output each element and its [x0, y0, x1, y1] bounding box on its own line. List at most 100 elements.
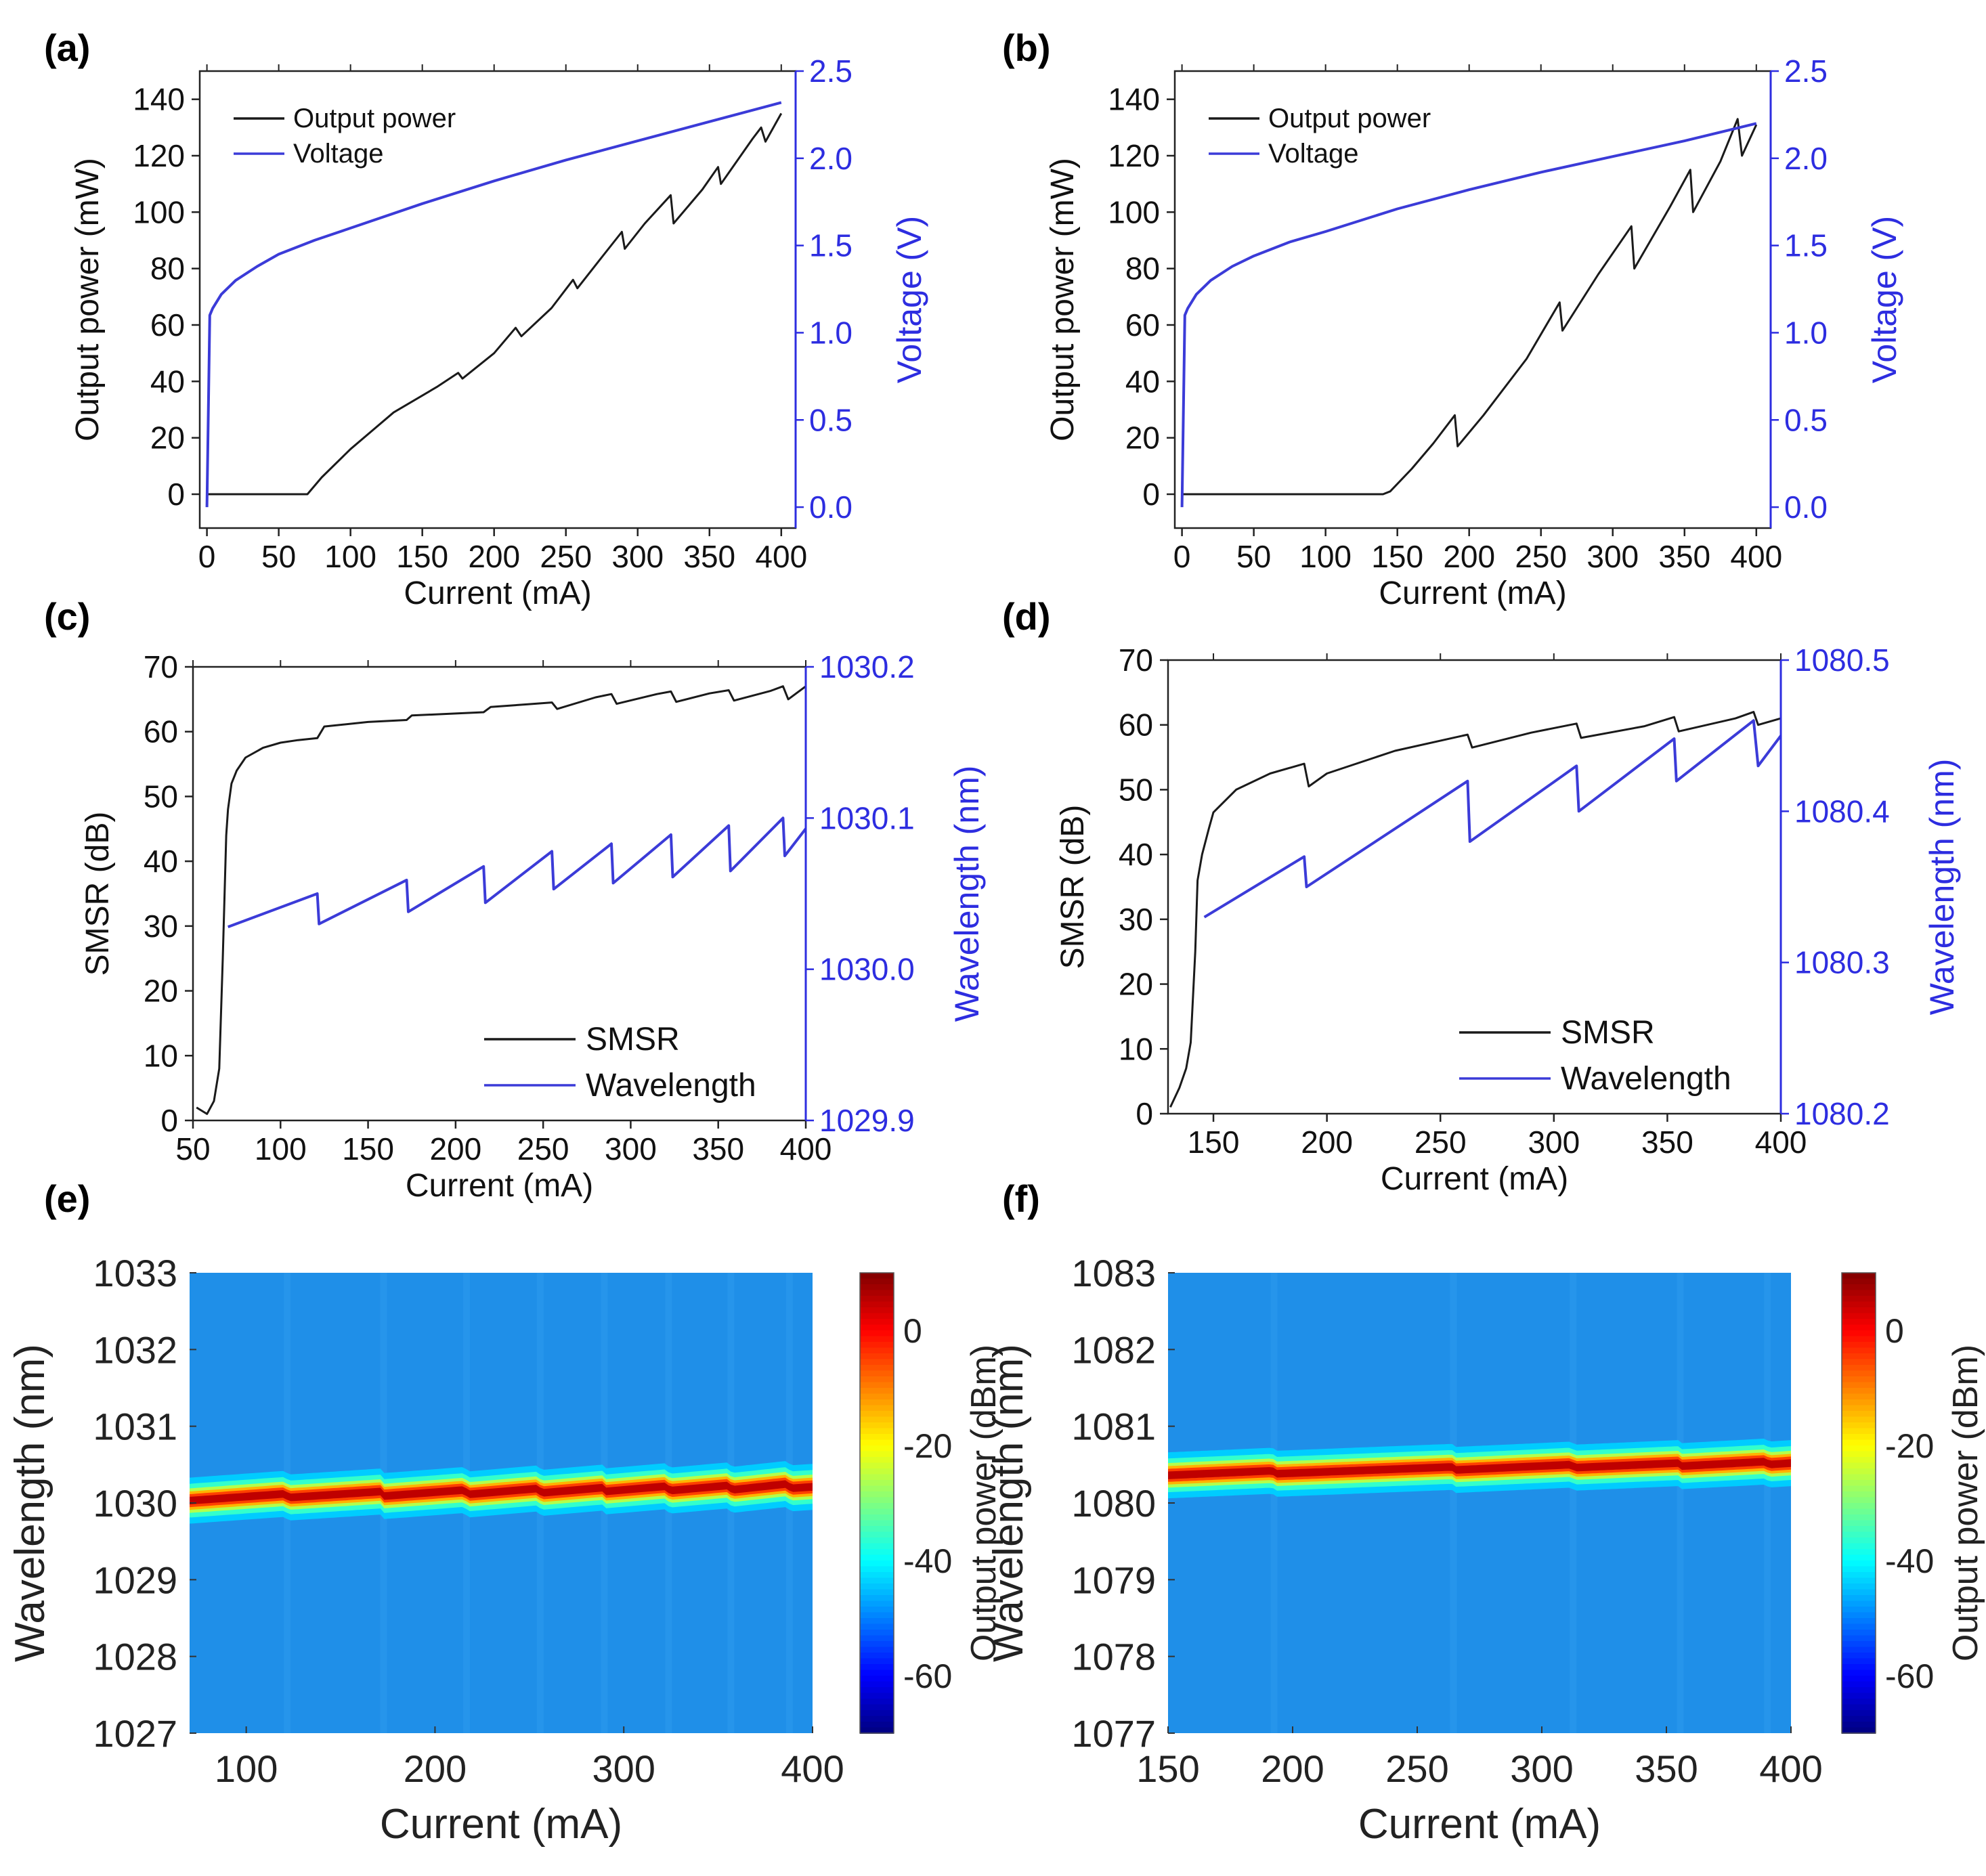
- y-tick-label: 60: [144, 714, 178, 749]
- y-axis-title: SMSR (dB): [1055, 805, 1091, 969]
- colorbar-segment: [1842, 1658, 1876, 1665]
- colorbar-segment: [1842, 1607, 1876, 1613]
- y-axis-title: Output power (mW): [1045, 158, 1081, 441]
- colorbar-segment: [1842, 1491, 1876, 1498]
- colorbar-segment: [860, 1670, 894, 1676]
- x-tick-label: 150: [1371, 539, 1423, 574]
- colorbar-segment: [860, 1630, 894, 1636]
- colorbar-segment: [860, 1503, 894, 1510]
- y2-axis-title: Voltage (V): [1865, 216, 1903, 383]
- colorbar-segment: [860, 1342, 894, 1349]
- y-axis-title: SMSR (dB): [80, 812, 116, 976]
- mode-hop-band: [1270, 1273, 1278, 1733]
- y-tick-label: 0: [1136, 1096, 1153, 1131]
- colorbar-segment: [1842, 1439, 1876, 1446]
- plot-frame: [192, 666, 807, 1122]
- colorbar-segment: [860, 1566, 894, 1573]
- panel-label-a: (a): [44, 26, 90, 69]
- legend-entry: Voltage: [293, 139, 383, 169]
- y-tick-label: 1082: [1071, 1328, 1156, 1371]
- y-tick-label: 20: [150, 420, 185, 456]
- colorbar-segment: [1842, 1462, 1876, 1469]
- colorbar-segment: [1842, 1635, 1876, 1642]
- colorbar-segment: [1842, 1301, 1876, 1308]
- y-tick-label: 1079: [1071, 1558, 1156, 1601]
- colorbar-segment: [860, 1577, 894, 1584]
- x-tick-label: 50: [1236, 539, 1271, 574]
- colorbar-segment: [860, 1508, 894, 1515]
- colorbar-segment: [1842, 1704, 1876, 1711]
- x-tick-label: 250: [1385, 1747, 1448, 1790]
- colorbar-segment: [860, 1347, 894, 1354]
- colorbar-segment: [860, 1474, 894, 1481]
- y2-tick-label: 1.0: [809, 315, 852, 350]
- colorbar-segment: [860, 1497, 894, 1504]
- y-tick-label: 1080: [1071, 1482, 1156, 1525]
- series-line-wavelength: [1203, 719, 1782, 919]
- series-line-voltage: [1180, 122, 1757, 508]
- colorbar-segment: [1842, 1561, 1876, 1567]
- legend: Output power Voltage: [1209, 104, 1431, 169]
- colorbar-segment: [1842, 1722, 1876, 1728]
- panel-f: (f) 150 200 250 300 350 400 1077 1078 1079 1080 108…: [985, 1177, 1985, 1848]
- x-tick-label: 400: [1759, 1747, 1822, 1790]
- y-tick-label: 30: [144, 909, 178, 944]
- x-axis-title: Current (mA): [404, 575, 591, 611]
- x-tick-label: 250: [1415, 1125, 1467, 1160]
- colorbar-segment: [1842, 1474, 1876, 1481]
- y-tick-label: 40: [1119, 837, 1153, 872]
- x-axis-title: Current (mA): [380, 1801, 622, 1848]
- colorbar-segment: [1842, 1641, 1876, 1648]
- y-tick-label: 20: [1125, 420, 1160, 456]
- x-tick-label: 250: [1515, 539, 1567, 574]
- legend-entry: SMSR: [586, 1022, 680, 1057]
- colorbar-segment: [1842, 1646, 1876, 1653]
- colorbar-segment: [1842, 1382, 1876, 1389]
- x-tick-label: 100: [255, 1131, 307, 1166]
- y-tick-label: 40: [144, 844, 178, 879]
- colorbar-segment: [860, 1618, 894, 1625]
- x-tick-label: 150: [1136, 1747, 1199, 1790]
- y-tick-label: 1030: [93, 1482, 177, 1525]
- y-tick-label: 1078: [1071, 1636, 1156, 1678]
- colorbar-segment: [860, 1676, 894, 1682]
- y-tick-label: 20: [144, 974, 178, 1009]
- y2-tick-label: 1030.2: [819, 649, 915, 684]
- colorbar-segment: [860, 1296, 894, 1303]
- x-tick-label: 400: [1730, 539, 1782, 574]
- colorbar-segment: [1842, 1572, 1876, 1579]
- y2-tick-label: 2.0: [809, 141, 852, 176]
- colorbar-segment: [860, 1370, 894, 1377]
- legend-entry: Output power: [293, 104, 456, 133]
- colorbar-segment: [1842, 1296, 1876, 1303]
- y2-axis-title: Wavelength (nm): [1923, 759, 1961, 1016]
- y2-axis-title: Wavelength (nm): [948, 766, 986, 1022]
- x-tick-label: 250: [517, 1131, 569, 1166]
- colorbar-segment: [860, 1313, 894, 1319]
- x-tick-label: 250: [540, 539, 592, 574]
- x-tick-label: 200: [429, 1131, 481, 1166]
- x-tick-label: 350: [1658, 539, 1710, 574]
- colorbar-segment: [1842, 1422, 1876, 1429]
- colorbar-segment: [1842, 1411, 1876, 1418]
- y-tick-label: 0: [167, 477, 185, 512]
- y-tick-label: 10: [144, 1038, 178, 1073]
- colorbar-segment: [860, 1422, 894, 1429]
- legend-entry: SMSR: [1561, 1015, 1655, 1051]
- colorbar-tick-label: 0: [903, 1312, 922, 1350]
- colorbar-segment: [860, 1687, 894, 1694]
- legend-entry: Output power: [1268, 104, 1431, 133]
- colorbar: 0 -20 -40 -60 Output power (dBm): [859, 1272, 1003, 1734]
- colorbar-segment: [860, 1543, 894, 1550]
- colorbar-segment: [860, 1623, 894, 1630]
- y-tick-label: 1028: [93, 1636, 177, 1678]
- x-tick-label: 0: [198, 539, 216, 574]
- colorbar-segment: [1842, 1480, 1876, 1487]
- y-tick-label: 40: [150, 364, 185, 399]
- colorbar-segment: [1842, 1445, 1876, 1452]
- colorbar-segment: [860, 1531, 894, 1538]
- colorbar-segment: [860, 1589, 894, 1596]
- colorbar-segment: [860, 1359, 894, 1366]
- y-tick-label: 140: [1108, 82, 1160, 117]
